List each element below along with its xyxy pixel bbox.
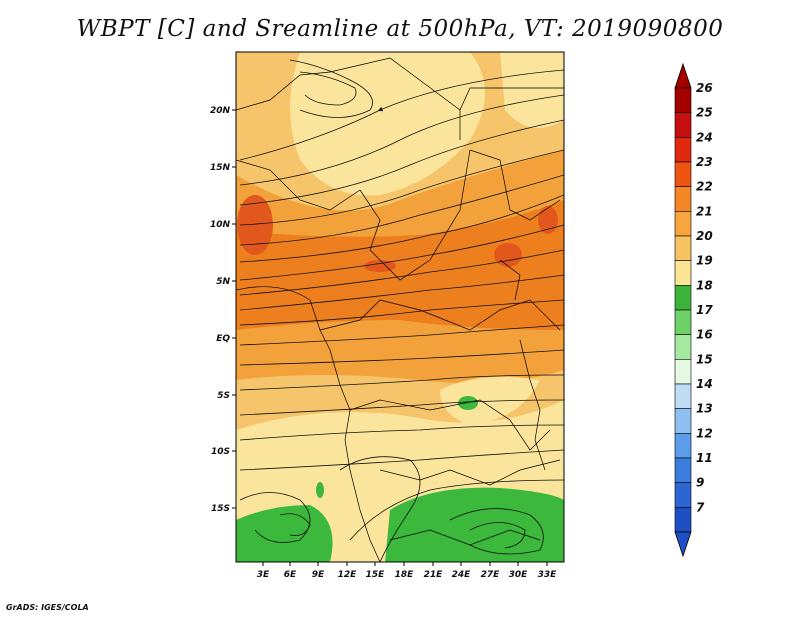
lat-tick-label: 5N	[216, 277, 230, 287]
colorbar-swatch	[674, 137, 692, 163]
colorbar-swatch	[674, 359, 692, 385]
colorbar-bottom-arrow	[674, 531, 692, 558]
lon-tick-label: 24E	[452, 570, 472, 580]
colorbar-swatch	[674, 211, 692, 237]
colorbar-label: 25	[696, 106, 713, 120]
colorbar-label: 16	[696, 328, 713, 342]
lon-tick-label: 21E	[424, 570, 444, 580]
lat-tick-label: 5S	[217, 391, 230, 401]
temperature-field	[236, 52, 564, 562]
colorbar-label: 11	[696, 451, 713, 465]
colorbar-swatch	[674, 334, 692, 360]
lat-tick-label: 15N	[210, 163, 231, 173]
lon-tick-label: 12E	[338, 570, 358, 580]
colorbar-label: 13	[696, 402, 713, 416]
colorbar: 26 25 24 23 22 21 20 19 18 17 16 15 14 13 12 11 9 7	[674, 62, 713, 558]
lat-tick-label: 20N	[210, 106, 231, 116]
lon-tick-label: 9E	[312, 570, 325, 580]
lon-tick-label: 30E	[509, 570, 529, 580]
lon-tick-label: 33E	[538, 570, 558, 580]
lat-tick-label: 10S	[211, 447, 230, 457]
colorbar-label: 12	[696, 426, 713, 440]
colorbar-label: 20	[696, 229, 713, 243]
colorbar-swatch	[674, 457, 692, 483]
latitude-axis: 20N 15N 10N 5N EQ 5S 10S 15S	[210, 106, 236, 514]
lon-tick-label: 18E	[395, 570, 415, 580]
colorbar-swatch	[674, 186, 692, 212]
colorbar-swatch	[674, 482, 692, 508]
chart-title: WBPT [C] and Sreamline at 500hPa, VT: 20…	[76, 16, 724, 42]
colorbar-swatch	[674, 309, 692, 335]
colorbar-label: 21	[696, 204, 713, 218]
lon-tick-label: 6E	[284, 570, 297, 580]
colorbar-label: 19	[696, 254, 713, 268]
colorbar-label: 26	[696, 81, 713, 95]
colorbar-label: 23	[696, 155, 713, 169]
colorbar-label: 17	[696, 303, 713, 317]
lon-tick-label: 27E	[481, 570, 501, 580]
colorbar-label: 7	[696, 500, 705, 514]
longitude-axis: 3E 6E 9E 12E 15E 18E 21E 24E 27E 30E 33E	[257, 562, 557, 580]
colorbar-swatch	[674, 433, 692, 459]
lat-tick-label: EQ	[216, 334, 230, 344]
colorbar-label: 18	[696, 278, 713, 292]
lat-tick-label: 10N	[210, 220, 231, 230]
colorbar-label: 24	[696, 130, 713, 144]
colorbar-swatch	[674, 507, 692, 533]
colorbar-label: 9	[696, 476, 704, 490]
lon-tick-label: 15E	[366, 570, 386, 580]
colorbar-swatch	[674, 285, 692, 311]
lat-tick-label: 15S	[211, 504, 230, 514]
borders	[236, 57, 564, 562]
colorbar-swatch	[674, 87, 692, 113]
credit-label: GrADS: IGES/COLA	[6, 603, 89, 612]
colorbar-top-arrow	[674, 62, 692, 89]
colorbar-label: 22	[696, 180, 713, 194]
colorbar-swatch	[674, 161, 692, 187]
colorbar-label: 15	[696, 352, 713, 366]
colorbar-swatch	[674, 235, 692, 261]
colorbar-label: 14	[696, 377, 713, 391]
map-frame	[235, 51, 565, 563]
streamlines	[239, 59, 564, 562]
colorbar-swatch	[674, 112, 692, 138]
colorbar-swatch	[674, 408, 692, 434]
lon-tick-label: 3E	[257, 570, 270, 580]
colorbar-swatch	[674, 383, 692, 409]
colorbar-swatch	[674, 260, 692, 286]
